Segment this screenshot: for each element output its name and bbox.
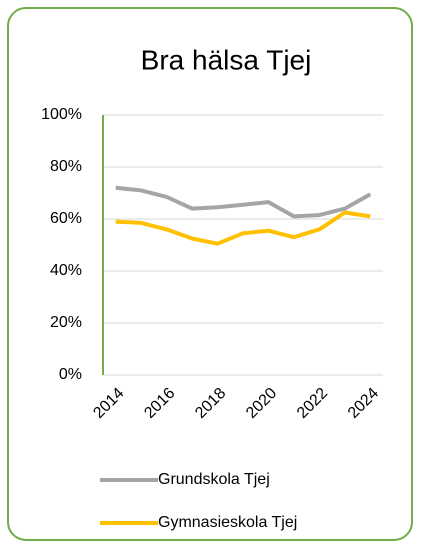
series-line	[115, 210, 371, 246]
y-tick-label: 80%	[50, 158, 82, 175]
legend-label: Gymnasieskola Tjej	[158, 514, 297, 531]
y-tick-label: 40%	[50, 262, 82, 279]
series-line	[115, 185, 372, 219]
chart-title: Bra hälsa Tjej	[141, 44, 312, 75]
y-tick-label: 60%	[50, 210, 82, 227]
y-tick-label: 0%	[59, 366, 82, 383]
chart-frame	[7, 7, 413, 541]
y-tick-label: 100%	[41, 106, 82, 123]
y-tick-label: 20%	[50, 314, 82, 331]
legend-label: Grundskola Tjej	[158, 471, 270, 488]
